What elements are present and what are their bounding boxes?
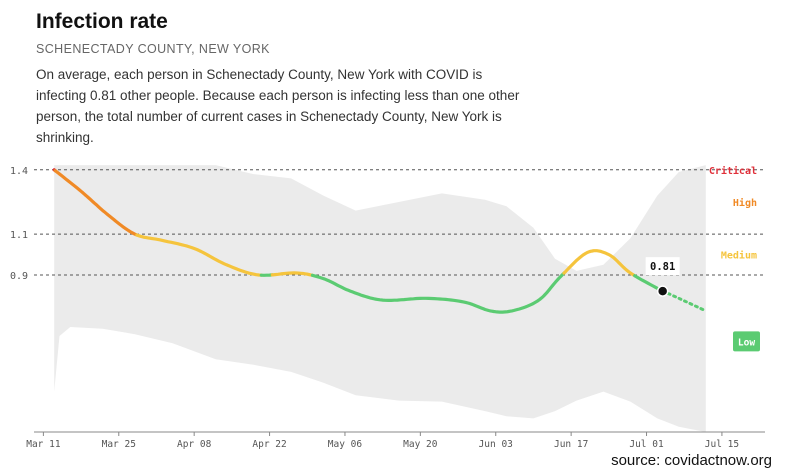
current-value-label: 0.81	[650, 261, 675, 273]
x-tick-label: May 06	[328, 439, 363, 450]
x-tick-label: Jul 01	[629, 439, 664, 450]
chart-subtitle: SCHENECTADY COUNTY, NEW YORK	[36, 42, 270, 56]
x-tick-label: Apr 08	[177, 439, 212, 450]
chart-title: Infection rate	[36, 10, 168, 33]
rt-series-segment	[562, 249, 637, 278]
x-tick-label: Jun 17	[554, 439, 588, 450]
current-value-label-bg	[645, 257, 680, 276]
x-tick-label: Jul 15	[705, 439, 739, 450]
label-layer: 1.4 1.1 0.9 Critical High Medium Low 0.81	[10, 165, 760, 352]
x-tick-label: Mar 25	[102, 439, 136, 450]
y-tick-label: 1.1	[10, 230, 28, 241]
y-tick-label: 0.9	[10, 271, 28, 282]
grid-layer	[34, 169, 765, 276]
axis-layer: Mar 11 Mar 25 Apr 08 Apr 22 May 06 May 20 Jun …	[26, 431, 765, 450]
projection-series	[661, 289, 708, 313]
x-tick-label: May 20	[403, 439, 438, 450]
critical-zone-label: Critical	[709, 165, 757, 177]
y-tick-label: 1.4	[10, 166, 28, 177]
x-tick-label: Apr 22	[252, 439, 286, 450]
x-tick-label: Mar 11	[26, 439, 61, 450]
source-credit: source: covidactnow.org	[611, 452, 772, 469]
current-value-marker	[656, 285, 669, 297]
medium-zone-label: Medium	[721, 250, 757, 262]
high-zone-label: High	[733, 197, 757, 209]
rt-series-segment	[270, 271, 314, 277]
x-tick-label: Jun 03	[479, 439, 513, 450]
low-zone-label: Low	[738, 337, 755, 348]
rt-series-segment	[310, 271, 566, 314]
rt-series-segment	[53, 169, 139, 237]
rt-series-segment	[135, 233, 263, 277]
line-layer	[52, 168, 708, 314]
low-zone-badge	[733, 331, 760, 352]
chart-description: On average, each person in Schenectady C…	[36, 67, 520, 145]
